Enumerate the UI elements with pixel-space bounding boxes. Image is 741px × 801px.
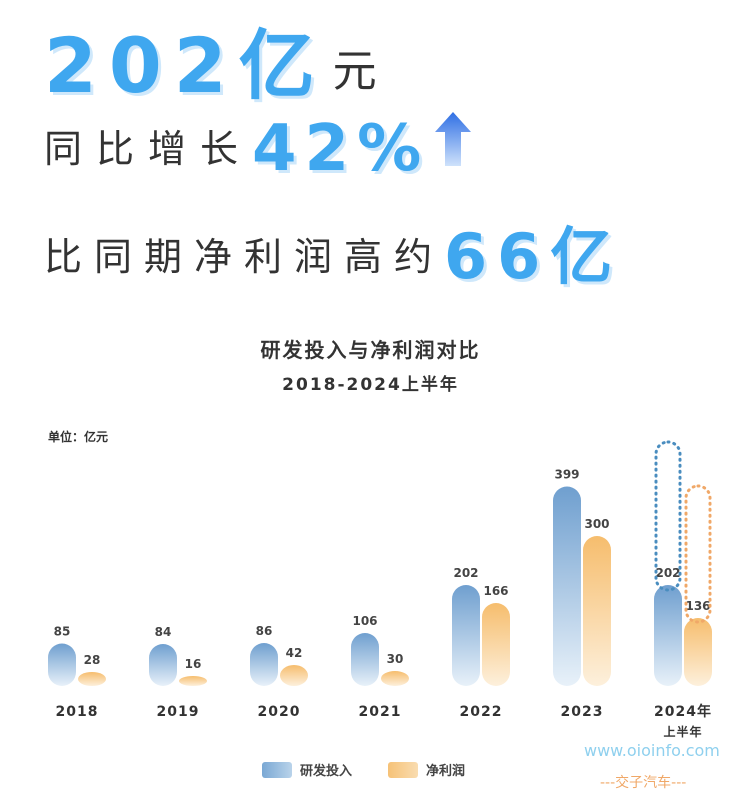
category-label-6: 2024年 — [654, 703, 712, 720]
data-label-rd-6: 202 — [655, 566, 680, 580]
category-label-4: 2022 — [460, 704, 503, 720]
legend-swatch-profit — [388, 762, 418, 778]
category-label-3: 2021 — [359, 704, 402, 720]
amount-unit: 元 — [332, 46, 377, 97]
bar-profit-5 — [583, 536, 611, 686]
category-label-6-line1: 上半年 — [663, 724, 702, 739]
headline-amount-line: 202亿元 — [44, 4, 377, 114]
headline-yoy-line: 同比增长42% — [44, 110, 473, 186]
bar-rd-0 — [48, 643, 76, 686]
unit-label: 单位：亿元 — [48, 430, 109, 444]
category-label-2: 2020 — [258, 704, 301, 720]
yoy-value: 42% — [252, 112, 430, 186]
category-label-0: 2018 — [56, 704, 99, 720]
data-label-profit-0: 28 — [84, 653, 101, 667]
bar-profit-1 — [179, 676, 207, 686]
up-arrow-icon — [433, 110, 473, 172]
data-label-rd-4: 202 — [453, 566, 478, 580]
bar-rd-4 — [452, 585, 480, 686]
bars-group: 85 28 2018 84 16 2019 86 42 2020 106 30 2021 202 166 2… — [48, 440, 712, 739]
chart-title: 研发投入与净利润对比 — [260, 338, 481, 362]
bar-profit-6 — [684, 618, 712, 686]
data-label-profit-1: 16 — [185, 657, 202, 671]
data-label-rd-0: 85 — [54, 625, 71, 639]
data-label-profit-4: 166 — [483, 584, 508, 598]
bar-profit-3 — [381, 671, 409, 686]
bar-profit-0 — [78, 672, 106, 686]
category-label-1: 2019 — [157, 704, 200, 720]
data-label-rd-1: 84 — [155, 625, 172, 639]
chart-subtitle: 2018-2024上半年 — [282, 375, 459, 395]
watermark-name: ---交子汽车--- — [600, 775, 687, 791]
amount-value: 202亿 — [44, 21, 327, 110]
yoy-text: 同比增长 — [44, 127, 253, 171]
headline-compare-line: 比同期净利润高约66亿 — [44, 206, 622, 296]
legend-label-profit: 净利润 — [426, 764, 466, 779]
data-label-rd-2: 86 — [256, 624, 273, 638]
compare-value: 66亿 — [444, 220, 623, 293]
headline: 202亿元 同比增长42% 比同期净利润高约66亿 — [0, 0, 741, 293]
bar-rd-3 — [351, 633, 379, 686]
projection-outline-rd — [654, 440, 682, 592]
data-label-profit-6: 136 — [685, 599, 710, 613]
bar-chart: 85 28 2018 84 16 2019 86 42 2020 106 30 2021 202 166 2… — [48, 440, 712, 739]
legend-swatch-rd — [262, 762, 292, 778]
data-label-rd-3: 106 — [352, 614, 377, 628]
watermark-url: www.oioinfo.com — [584, 741, 720, 760]
data-label-profit-3: 30 — [387, 652, 404, 666]
compare-text: 比同期净利润高约 — [44, 235, 445, 279]
projection-outline-profit — [684, 484, 712, 624]
bar-rd-6 — [654, 585, 682, 686]
data-label-rd-5: 399 — [554, 468, 579, 482]
legend-label-rd: 研发投入 — [300, 764, 353, 779]
legend-item-profit: 净利润 — [388, 760, 465, 779]
bar-rd-5 — [553, 486, 581, 686]
bar-rd-1 — [149, 644, 177, 686]
legend-item-rd: 研发投入 — [262, 760, 352, 779]
bar-profit-4 — [482, 603, 510, 686]
bar-rd-2 — [250, 643, 278, 686]
bar-profit-2 — [280, 665, 308, 686]
category-label-5: 2023 — [561, 704, 604, 720]
data-label-profit-2: 42 — [286, 646, 303, 660]
data-label-profit-5: 300 — [584, 517, 609, 531]
